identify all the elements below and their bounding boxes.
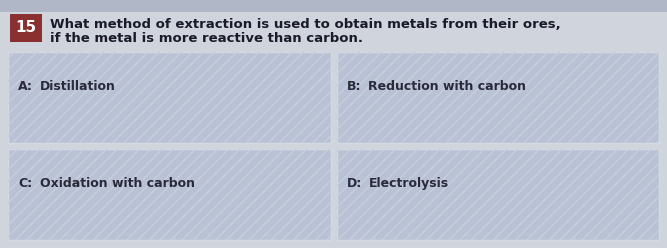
Text: Electrolysis: Electrolysis — [368, 177, 449, 190]
Text: A:: A: — [18, 80, 33, 93]
Text: 15: 15 — [15, 21, 37, 35]
Bar — [8, 149, 331, 240]
Text: D:: D: — [346, 177, 362, 190]
Bar — [8, 52, 331, 143]
Text: Distillation: Distillation — [40, 80, 116, 93]
Bar — [10, 14, 42, 42]
Bar — [8, 149, 331, 240]
Bar — [336, 52, 659, 143]
Bar — [0, 0, 667, 12]
Text: Oxidation with carbon: Oxidation with carbon — [40, 177, 195, 190]
Text: B:: B: — [346, 80, 361, 93]
Text: if the metal is more reactive than carbon.: if the metal is more reactive than carbo… — [50, 31, 363, 44]
Text: Reduction with carbon: Reduction with carbon — [368, 80, 526, 93]
Bar — [336, 149, 659, 240]
Text: C:: C: — [18, 177, 32, 190]
Bar — [8, 52, 331, 143]
Text: What method of extraction is used to obtain metals from their ores,: What method of extraction is used to obt… — [50, 18, 561, 31]
Bar — [336, 149, 659, 240]
Bar — [336, 52, 659, 143]
